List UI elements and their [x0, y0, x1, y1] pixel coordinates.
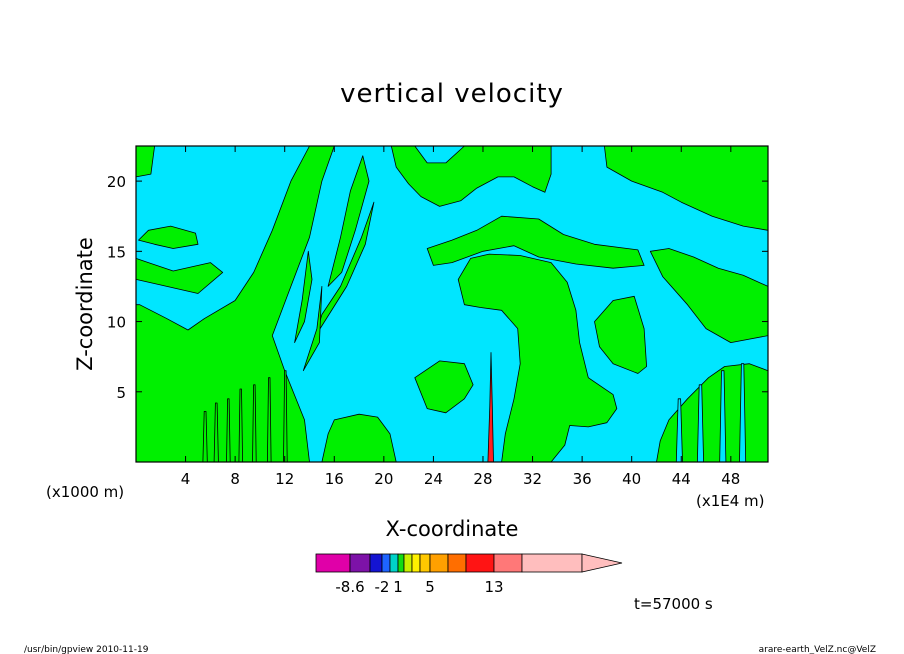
- y-axis-label: Z-coordinate: [73, 237, 97, 371]
- contour-streak: [226, 398, 231, 463]
- y-axis-ticks: 5 10 15 20: [107, 173, 768, 402]
- chart-title: vertical velocity: [340, 79, 564, 109]
- contour-streak: [267, 377, 272, 463]
- x-axis-ticks: 4 8 12 16 20 24 28 32 36 40 44 48: [181, 146, 740, 488]
- colorbar-label: 5: [425, 578, 435, 596]
- contour-streak: [238, 388, 243, 463]
- colorbar-swatch: [397, 553, 405, 573]
- colorbar-swatch: [369, 553, 383, 573]
- x-tick-label: 28: [473, 470, 492, 488]
- x-tick-label: 48: [721, 470, 740, 488]
- contour-region-positive: [594, 295, 647, 374]
- colorbar: -8.6 -2 1 5 13: [315, 553, 623, 596]
- x-tick-label: 44: [672, 470, 691, 488]
- colorbar-swatch: [381, 553, 391, 573]
- colorbar-swatch: [521, 553, 583, 573]
- x-unit-right: (x1E4 m): [696, 492, 765, 510]
- x-axis-label: X-coordinate: [386, 517, 519, 541]
- colorbar-swatch: [349, 553, 371, 573]
- footer-right: arare-earth_VelZ.nc@VelZ: [759, 645, 876, 654]
- colorbar-swatch: [429, 553, 449, 573]
- colorbar-label: 1: [393, 578, 403, 596]
- colorbar-arrow: [581, 553, 623, 573]
- contour-region-positive: [315, 201, 375, 336]
- colorbar-label: 13: [484, 578, 503, 596]
- x-tick-label: 20: [374, 470, 393, 488]
- contour-region-positive: [302, 286, 323, 372]
- colorbar-label: -2: [375, 578, 390, 596]
- y-tick-label: 20: [107, 173, 126, 191]
- x-tick-label: 16: [325, 470, 344, 488]
- x-tick-label: 4: [181, 470, 191, 488]
- x-tick-label: 32: [523, 470, 542, 488]
- contour-region-positive: [457, 253, 618, 463]
- x-tick-label: 36: [573, 470, 592, 488]
- contour-region-positive: [327, 155, 370, 287]
- colorbar-label: -8.6: [335, 578, 364, 596]
- contour-streak: [252, 384, 257, 463]
- contour-region-positive: [390, 145, 552, 207]
- colorbar-swatch: [389, 553, 399, 573]
- x-tick-label: 8: [230, 470, 240, 488]
- y-tick-label: 10: [107, 314, 126, 332]
- contour-region-positive: [414, 360, 474, 414]
- time-label: t=57000 s: [634, 595, 713, 613]
- contour-region-positive: [294, 250, 313, 343]
- contour-region-positive: [138, 225, 199, 249]
- y-tick-label: 15: [107, 243, 126, 261]
- contour-region-positive: [135, 258, 224, 294]
- colorbar-swatch: [315, 553, 351, 573]
- x-unit-left: (x1000 m): [46, 483, 124, 501]
- plot-frame: [135, 145, 769, 463]
- x-tick-label: 24: [424, 470, 443, 488]
- colorbar-swatch: [447, 553, 467, 573]
- contour-fills: [135, 145, 769, 463]
- colorbar-swatch: [419, 553, 431, 573]
- contour-streak: [283, 370, 288, 463]
- x-tick-label: 12: [275, 470, 294, 488]
- colorbar-swatch: [403, 553, 413, 573]
- y-tick-label: 5: [116, 384, 126, 402]
- contour-region-positive: [321, 413, 397, 463]
- contour-region-positive: [426, 215, 645, 269]
- colorbar-swatch: [493, 553, 523, 573]
- colorbar-swatch: [411, 553, 421, 573]
- x-tick-label: 40: [622, 470, 641, 488]
- colorbar-swatch: [465, 553, 495, 573]
- footer-left: /usr/bin/gpview 2010-11-19: [24, 645, 149, 654]
